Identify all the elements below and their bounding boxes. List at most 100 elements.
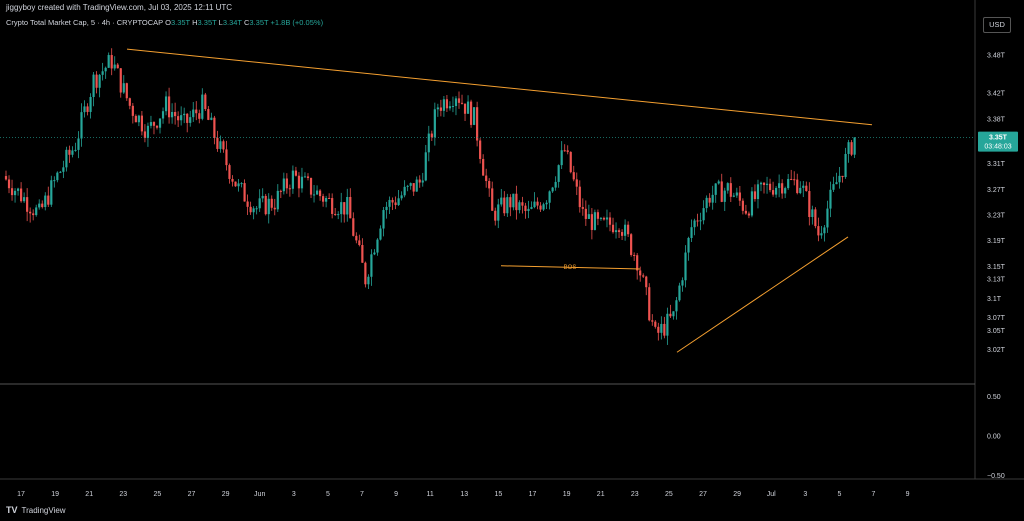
candle-body: [614, 230, 618, 233]
candle-body: [282, 178, 285, 192]
candle-body: [297, 175, 301, 189]
candle-body: [71, 150, 74, 155]
candle-body: [213, 117, 216, 138]
candle-body: [708, 197, 711, 203]
candle-body: [705, 197, 708, 209]
price-tick-label: 3.07T: [987, 315, 1006, 322]
candle-body: [660, 323, 663, 333]
change-value: +1.8B (+0.05%): [270, 18, 324, 27]
candle-body: [624, 224, 627, 236]
candle-body: [370, 254, 373, 277]
candle-body: [593, 212, 596, 230]
candle-body: [539, 205, 542, 210]
candle-body: [68, 149, 71, 155]
candle-body: [198, 113, 201, 119]
candle-body: [747, 213, 751, 216]
time-tick-label: 27: [188, 491, 196, 498]
candle-body: [415, 179, 418, 192]
candle-body: [726, 183, 729, 191]
candle-body: [331, 198, 334, 214]
candle-body: [240, 183, 243, 185]
candle-body: [228, 165, 231, 179]
candle-body: [590, 214, 593, 230]
high-value: 3.35T: [197, 18, 217, 27]
candle-body: [569, 151, 572, 173]
candle-body: [59, 171, 62, 173]
price-tick-label: 3.23T: [987, 212, 1006, 219]
candle-body: [23, 197, 26, 202]
candle-body: [44, 195, 47, 208]
candle-body: [104, 67, 107, 72]
candle-body: [678, 285, 681, 301]
time-tick-label: 17: [17, 491, 25, 498]
candle-body: [65, 149, 68, 168]
candle-body: [161, 111, 165, 119]
candle-body: [463, 103, 467, 114]
time-tick-label: 25: [154, 491, 162, 498]
candle-body: [276, 190, 279, 210]
candle-body: [799, 187, 802, 194]
price-tick-label: 3.19T: [987, 238, 1006, 245]
candle-body: [630, 234, 633, 255]
candle-body: [753, 191, 757, 200]
candle-body: [639, 270, 642, 276]
candle-body: [146, 125, 150, 138]
candle-body: [225, 149, 228, 166]
candle-body: [337, 214, 340, 216]
candle-body: [177, 116, 180, 121]
candle-body: [681, 280, 684, 286]
candle-body: [512, 193, 515, 208]
symbol-name[interactable]: Crypto Total Market Cap, 5 · 4h · CRYPTO…: [6, 18, 164, 27]
candle-body: [41, 203, 44, 208]
candle-body: [231, 178, 234, 182]
candle-body: [107, 55, 110, 68]
currency-button[interactable]: USD: [983, 17, 1011, 33]
candle-body: [820, 233, 823, 236]
time-tick-label: 17: [529, 491, 537, 498]
candle-body: [684, 252, 687, 281]
candle-body: [394, 202, 397, 206]
candle-body: [216, 137, 219, 149]
candle-body: [723, 190, 726, 202]
candle-body: [720, 181, 723, 202]
price-badge: [978, 131, 1018, 152]
candle-body: [116, 64, 119, 69]
indicator-tick-label: −0.50: [987, 473, 1005, 480]
candle-body: [291, 170, 294, 189]
indicator-tick-label: 0.00: [987, 434, 1001, 441]
candle-body: [832, 184, 835, 190]
candle-body: [826, 208, 829, 228]
candle-body: [811, 209, 814, 218]
candle-body: [765, 183, 769, 185]
candle-body: [729, 183, 732, 197]
candle-body: [790, 178, 793, 180]
candle-body: [482, 158, 485, 176]
time-tick-label: 3: [292, 491, 296, 498]
candle-body: [171, 111, 174, 118]
candle-body: [436, 107, 439, 110]
time-tick-label: 5: [326, 491, 330, 498]
candle-body: [771, 190, 775, 195]
candle-body: [687, 237, 690, 253]
candle-body: [741, 200, 744, 211]
candle-body: [131, 105, 134, 116]
candle-body: [167, 96, 171, 118]
candle-body: [53, 180, 56, 182]
candle-body: [714, 183, 717, 195]
candle-body: [243, 183, 246, 202]
candle-body: [267, 198, 270, 215]
candle-body: [814, 209, 817, 227]
candle-body: [80, 112, 83, 139]
price-tick-label: 3.02T: [987, 347, 1006, 354]
candle-body: [364, 262, 367, 285]
candle-body: [249, 206, 252, 213]
open-value: 3.35T: [170, 18, 190, 27]
candle-body: [584, 208, 587, 219]
price-tick-label: 3.31T: [987, 161, 1006, 168]
candle-body: [137, 115, 140, 123]
high-label: H: [192, 18, 198, 27]
candle-body: [491, 188, 494, 211]
candle-body: [808, 191, 811, 218]
candle-body: [527, 208, 530, 211]
